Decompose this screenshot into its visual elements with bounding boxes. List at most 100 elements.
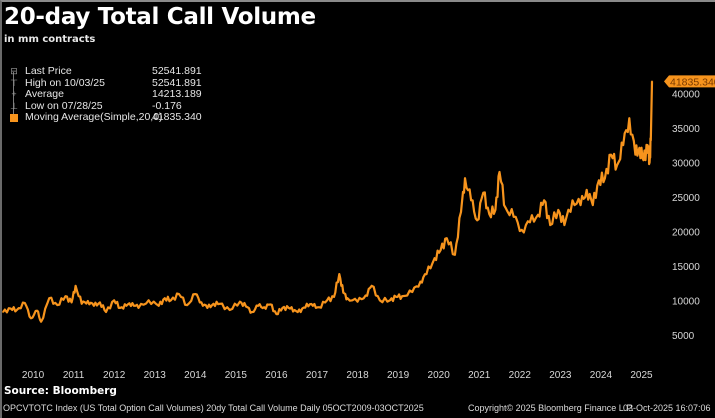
data-point: [71, 302, 73, 304]
data-point: [592, 204, 594, 206]
data-point: [470, 200, 472, 202]
data-point: [16, 309, 18, 311]
y-tick-label: 25000: [672, 193, 700, 204]
data-point: [379, 300, 381, 302]
data-point: [93, 305, 95, 307]
data-point: [598, 180, 600, 182]
x-tick-label: 2022: [509, 370, 532, 381]
data-point: [186, 304, 188, 306]
data-point: [219, 303, 221, 305]
data-point: [213, 303, 215, 305]
data-point: [30, 318, 32, 320]
data-point: [57, 304, 59, 306]
data-point: [148, 300, 150, 302]
data-point: [251, 311, 253, 313]
data-point: [113, 300, 115, 302]
data-point: [201, 302, 203, 304]
data-point: [464, 177, 466, 179]
data-point: [643, 159, 645, 161]
y-axis: 500010000150002000025000300003500040000: [672, 90, 700, 343]
last-value-tag: 41835.340: [664, 75, 715, 88]
y-tick-label: 35000: [672, 124, 700, 135]
x-tick-label: 2023: [549, 370, 572, 381]
data-point: [158, 305, 160, 307]
data-point: [365, 295, 367, 297]
data-point: [537, 214, 539, 216]
y-tick-label: 20000: [672, 228, 700, 239]
data-point: [99, 302, 101, 304]
data-point: [505, 207, 507, 209]
data-point: [616, 164, 618, 166]
data-point: [651, 81, 653, 83]
data-point: [164, 297, 166, 299]
data-point: [288, 307, 290, 309]
data-point: [81, 303, 83, 305]
data-point: [483, 192, 485, 194]
data-point: [87, 300, 89, 302]
data-point: [543, 200, 545, 202]
data-point: [126, 305, 128, 307]
data-point: [460, 211, 462, 213]
x-tick-label: 2016: [265, 370, 288, 381]
y-tick-label: 15000: [672, 262, 700, 273]
series-line-moving-average: [3, 81, 652, 321]
data-point: [294, 309, 296, 311]
data-point: [300, 311, 302, 313]
data-point: [282, 307, 284, 309]
x-tick-label: 2019: [387, 370, 410, 381]
data-point: [650, 139, 652, 141]
data-point: [558, 209, 560, 211]
data-point: [333, 296, 335, 298]
data-point: [276, 313, 278, 315]
x-tick-label: 2012: [103, 370, 126, 381]
data-point: [326, 300, 328, 302]
data-point: [499, 171, 501, 173]
data-point: [132, 302, 134, 304]
data-point: [229, 309, 231, 311]
x-axis: 2010 2011 2012 2013 2014 2015 2016 2017 2018 2019…: [22, 370, 653, 381]
y-tick-label: 30000: [672, 159, 700, 170]
data-point: [10, 308, 12, 310]
data-point: [610, 154, 612, 156]
data-point: [572, 200, 574, 202]
x-tick-label: 2011: [63, 370, 85, 381]
data-point: [257, 305, 259, 307]
data-point: [170, 300, 172, 302]
x-tick-label: 2015: [225, 370, 248, 381]
data-point: [105, 311, 107, 313]
footer-copyright: Copyright© 2025 Bloomberg Finance L.P.: [468, 403, 634, 413]
data-point: [195, 293, 197, 295]
data-point: [178, 293, 180, 295]
data-point: [395, 296, 397, 298]
source-note: Source: Bloomberg: [4, 385, 117, 397]
data-point: [604, 177, 606, 179]
data-point: [649, 162, 651, 164]
data-point: [622, 144, 624, 146]
data-point: [119, 307, 121, 309]
data-point: [564, 224, 566, 226]
data-point: [239, 301, 241, 303]
data-point: [489, 213, 491, 215]
x-tick-label: 2020: [428, 370, 451, 381]
data-point: [513, 216, 515, 218]
data-point: [371, 285, 373, 287]
data-point: [48, 297, 50, 299]
data-point: [270, 304, 272, 306]
x-tick-label: 2014: [184, 370, 207, 381]
data-point: [639, 147, 641, 149]
x-tick-label: 2010: [22, 370, 45, 381]
x-tick-label: 2024: [590, 370, 613, 381]
data-point: [446, 237, 448, 239]
data-point: [245, 306, 247, 308]
data-point: [647, 144, 649, 146]
data-point: [357, 301, 359, 303]
y-tick-label: 10000: [672, 297, 700, 308]
data-point: [426, 273, 428, 275]
x-tick-label: 2021: [468, 370, 491, 381]
y-tick-label: 5000: [672, 331, 695, 342]
data-point: [2, 311, 4, 313]
x-tick-label: 2018: [346, 370, 369, 381]
data-point: [312, 305, 314, 307]
data-point: [635, 154, 637, 156]
